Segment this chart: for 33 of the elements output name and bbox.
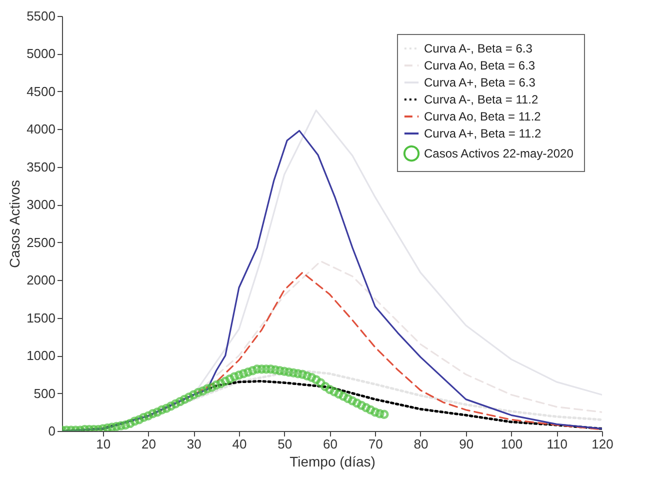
y-tick-label: 2000 — [26, 272, 56, 288]
legend-label: Curva A+, Beta = 11.2 — [424, 126, 542, 140]
x-tick-label: 40 — [232, 436, 247, 452]
x-tick-label: 90 — [459, 436, 474, 452]
x-tick-label: 120 — [592, 436, 614, 452]
y-tick-label: 500 — [34, 386, 56, 401]
y-tick-label: 1500 — [26, 310, 56, 326]
x-tick-label: 20 — [141, 436, 156, 452]
legend-label: Curva A-, Beta = 6.3 — [424, 42, 533, 56]
x-tick-label: 10 — [96, 436, 111, 452]
x-tick-label: 30 — [186, 436, 202, 452]
x-tick-label: 70 — [368, 436, 383, 452]
x-tick-label: 60 — [322, 436, 338, 452]
x-tick-label: 110 — [546, 436, 568, 452]
y-axis-title: Casos Activos — [6, 180, 23, 268]
y-tick-label: 3000 — [26, 197, 56, 212]
x-axis-title: Tiempo (días) — [290, 454, 376, 470]
y-tick-label: 3500 — [26, 159, 56, 174]
y-tick-label: 4500 — [26, 84, 56, 99]
legend-label: Curva Ao, Beta = 11.2 — [424, 110, 542, 124]
x-tick-label: 100 — [500, 436, 523, 452]
y-tick-label: 4000 — [26, 122, 56, 137]
legend-label: Casos Activos 22-may-2020 — [424, 146, 574, 160]
x-tick-label: 80 — [414, 436, 428, 452]
y-tick-label: 0 — [48, 424, 56, 438]
y-tick-label: 5500 — [26, 8, 56, 24]
y-tick-label: 2500 — [26, 234, 56, 250]
legend-label: Curva A-, Beta = 11.2 — [424, 92, 538, 106]
legend-label: Curva A+, Beta = 6.3 — [424, 76, 536, 90]
x-tick-label: 50 — [278, 436, 292, 452]
y-tick-label: 5000 — [26, 46, 56, 62]
legend-label: Curva Ao, Beta = 6.3 — [424, 58, 536, 72]
y-tick-label: 1000 — [26, 348, 56, 364]
